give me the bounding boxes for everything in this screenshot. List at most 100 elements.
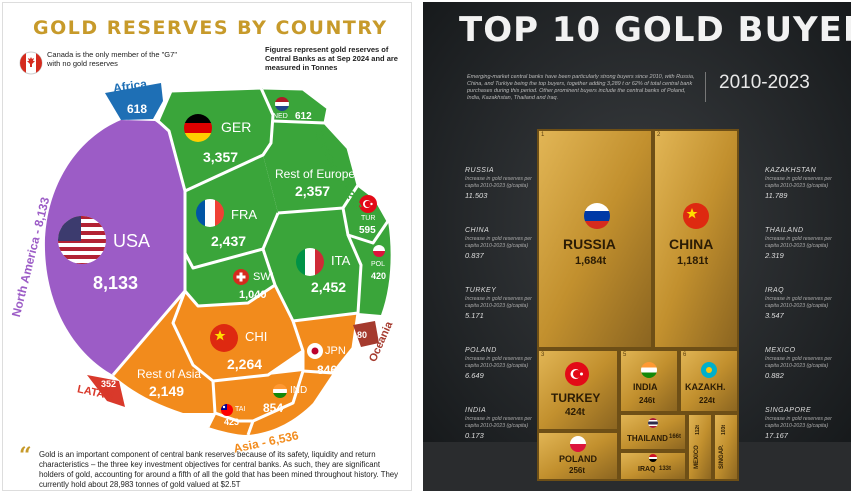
- pol-cell: [348, 221, 391, 315]
- ind-value: 854: [263, 401, 284, 415]
- thailand-value: 166t: [669, 434, 682, 440]
- list-item: TURKEY Increase in gold reserves per capi…: [465, 287, 532, 320]
- thailand-flag-icon: [648, 418, 658, 428]
- ger-code: GER: [221, 119, 252, 135]
- india-bar: [619, 349, 679, 413]
- ger-value: 3,357: [203, 149, 239, 165]
- footnote: Gold is an important component of centra…: [39, 450, 399, 489]
- chi-cell: [173, 285, 303, 381]
- list-item: KAZAKHSTAN Increase in gold reserves per …: [765, 167, 832, 200]
- rest-asia-value: 2,149: [149, 383, 185, 399]
- reserves-voronoi: [44, 83, 391, 436]
- year-range: 2010-2023: [719, 72, 810, 93]
- tai-code: TAI: [235, 406, 246, 413]
- jpn-code: JPN: [325, 345, 346, 357]
- kazakh-name: KAZAKH.: [685, 382, 726, 392]
- tur-value: 595: [359, 225, 376, 236]
- turkey-flag-icon: [359, 195, 377, 213]
- kazakhstan-flag-icon: [701, 362, 717, 378]
- russia-flag-icon: [584, 203, 610, 229]
- swi-value: 1,040: [239, 289, 267, 301]
- jpn-cell: [293, 313, 358, 373]
- ned-code: NED: [273, 113, 288, 120]
- india-rank: 5: [623, 352, 627, 358]
- singapore-bar: [713, 413, 739, 481]
- thailand-name: THAILAND: [627, 434, 668, 443]
- china-flag-icon: [683, 203, 709, 229]
- mexico-bar: [687, 413, 713, 481]
- ita-code: ITA: [331, 253, 351, 268]
- italy-flag-icon: [296, 248, 324, 276]
- figures-note: Figures represent gold reserves of Centr…: [265, 45, 398, 72]
- background-art: [423, 2, 851, 491]
- top-gold-buyers-infographic: TOP 10 GOLD BUYERS Emerging-market centr…: [423, 2, 851, 491]
- pol-code: POL: [371, 261, 386, 268]
- usa-flag-icon: [58, 216, 106, 264]
- tur-cell: [343, 185, 388, 243]
- poland-flag-icon: [570, 436, 586, 452]
- turkey-rank: 3: [541, 352, 545, 358]
- turkey-value: 424t: [565, 407, 586, 418]
- rest-asia-label: Rest of Asia: [137, 367, 202, 381]
- oceania-value: 80: [357, 330, 368, 340]
- iraq-flag-icon: [649, 454, 657, 462]
- fra-cell: [185, 155, 278, 268]
- iraq-value: 133t: [659, 466, 672, 472]
- mexico-value: 112t: [694, 425, 701, 435]
- taiwan-flag-icon: [221, 404, 233, 416]
- swi-code: SWI: [253, 271, 274, 283]
- china-bar: [653, 129, 739, 349]
- list-item: RUSSIA Increase in gold reserves per capi…: [465, 167, 532, 200]
- india-name: INDIA: [633, 382, 658, 392]
- list-item: IRAQ Increase in gold reserves per capita…: [765, 287, 832, 320]
- kazakh-value: 224t: [699, 396, 716, 405]
- pol-value: 420: [371, 271, 387, 281]
- quote-mark-icon: “: [19, 443, 32, 469]
- russia-name: RUSSIA: [563, 236, 616, 252]
- russia-value: 1,684t: [575, 255, 607, 267]
- germany-flag-icon: [184, 114, 212, 142]
- rest-asia-cell: [113, 291, 215, 413]
- chi-value: 2,264: [227, 356, 263, 372]
- rest-europe-label: Rest of Europe: [275, 167, 356, 181]
- ger-cell: [158, 88, 273, 191]
- singapore-name: SINGAP.: [718, 445, 725, 469]
- usa-cell: [44, 120, 185, 375]
- ned-value: 612: [295, 111, 312, 122]
- turkey-name: TURKEY: [551, 391, 601, 405]
- poland-flag-icon: [373, 245, 385, 257]
- list-item: CHINA Increase in gold reserves per capit…: [465, 227, 532, 260]
- intro-text: Emerging-market central banks have been …: [467, 74, 695, 101]
- poland-value: 256t: [569, 466, 586, 475]
- africa-tab: [105, 83, 163, 120]
- ita-value: 2,452: [311, 279, 347, 295]
- canada-flag-icon: [19, 51, 43, 75]
- divider: [705, 72, 706, 102]
- latam-value: 352: [101, 379, 117, 389]
- africa-value: 618: [127, 102, 148, 116]
- india-value: 246t: [639, 396, 656, 405]
- page-title: TOP 10 GOLD BUYERS: [459, 10, 851, 50]
- latam-tab: [87, 375, 125, 407]
- china-flag-icon: [210, 324, 238, 352]
- china-value: 1,181t: [677, 255, 709, 267]
- singapore-value: 103t: [721, 424, 728, 436]
- asia-rim: [248, 371, 333, 435]
- kazakh-rank: 6: [683, 352, 687, 358]
- tai-cell: [208, 413, 253, 435]
- mexico-name: MEXICO: [693, 445, 700, 469]
- swi-cell: [185, 249, 275, 306]
- turkey-flag-icon: [565, 362, 589, 386]
- list-item: THAILAND Increase in gold reserves per ca…: [765, 227, 832, 260]
- russia-bar: [537, 129, 653, 349]
- china-rank: 2: [657, 132, 661, 138]
- usa-code: USA: [113, 231, 151, 251]
- india-flag-icon: [641, 362, 657, 378]
- kazakh-bar: [679, 349, 739, 413]
- fra-code: FRA: [231, 207, 257, 222]
- page-title: GOLD RESERVES BY COUNTRY: [33, 17, 388, 39]
- fra-value: 2,437: [211, 233, 247, 249]
- ind-code: IND: [290, 385, 308, 396]
- list-item: MEXICO Increase in gold reserves per capi…: [765, 347, 832, 380]
- usa-value: 8,133: [93, 273, 139, 293]
